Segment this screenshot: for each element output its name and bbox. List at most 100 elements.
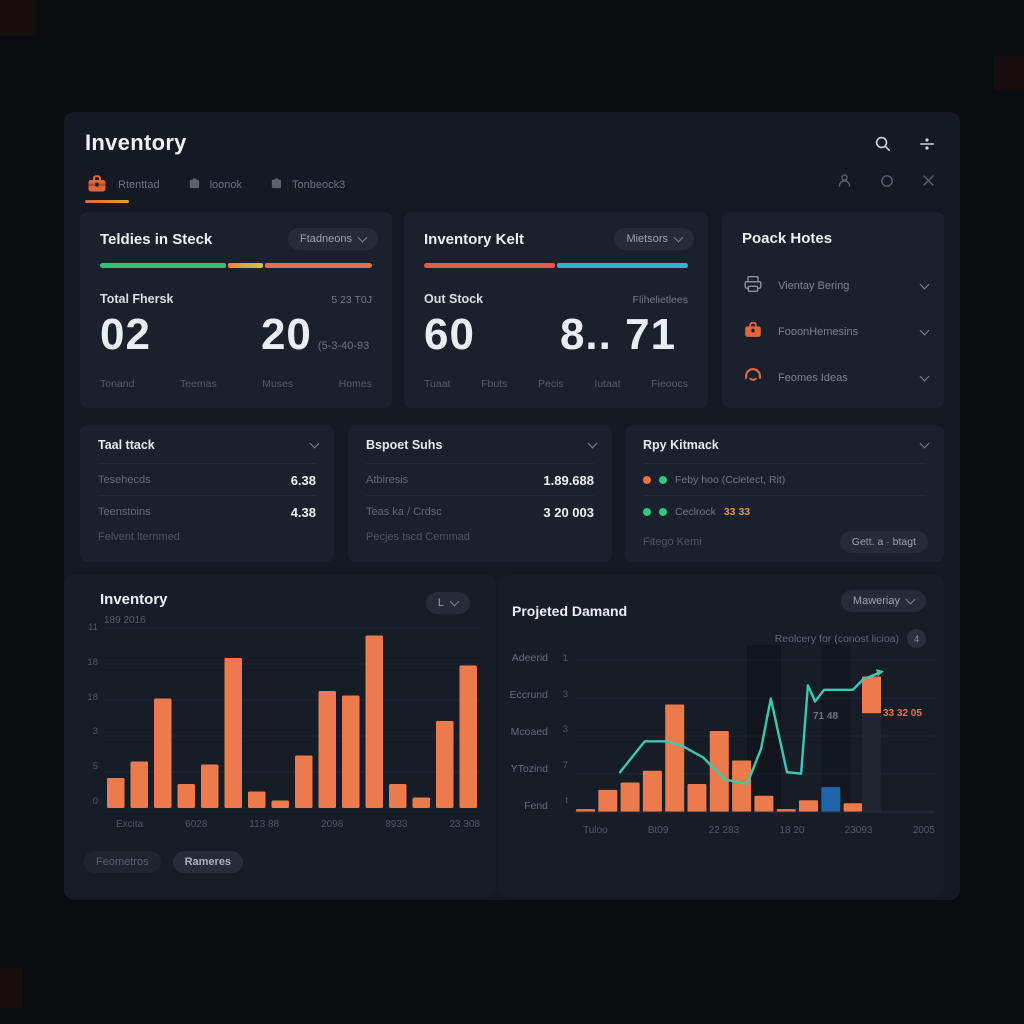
stat-footer-label: Pecis — [537, 378, 564, 390]
row-label: Teas ka / Crdsc — [366, 506, 442, 518]
pack-item[interactable]: Feomes Ideas — [742, 364, 930, 392]
y-axis-ticks: 11 18 18 3 5 0 — [87, 622, 98, 807]
inventory-bar-plot — [104, 627, 480, 809]
x-tick: 22 283 — [708, 825, 740, 836]
row-value: 6.38 — [290, 472, 316, 488]
tab-rtenttad[interactable]: Rtenttad — [85, 172, 160, 199]
printer-icon — [742, 273, 764, 300]
row-label: Teenstoins — [98, 506, 151, 518]
chevron-down-icon[interactable] — [309, 438, 320, 449]
total-stack-card: Taal ttack Tesehecds 6.38 Teenstoins 4.3… — [80, 425, 334, 562]
list-row: Tesehecds 6.38 — [98, 465, 316, 495]
status-dot — [643, 476, 651, 484]
card-title: Rpy Kitmack — [643, 438, 719, 452]
stat-footer-label: Tonand — [100, 378, 135, 390]
dropdown-value: Mietsors — [626, 233, 668, 245]
user-icon[interactable] — [836, 172, 853, 189]
row-label: Ceclrock — [675, 506, 716, 518]
stat-footer-label: Fbuts — [481, 378, 508, 390]
stat-big-value: 20 — [260, 310, 312, 359]
row-value: 1.89.688 — [543, 472, 594, 488]
stock-filter-dropdown[interactable]: Ftadneons — [288, 228, 378, 250]
pack-item-label: Feomes Ideas — [778, 372, 848, 384]
chevron-down-icon — [905, 594, 916, 605]
x-tick: 6028 — [185, 819, 208, 830]
list-row: Atbiresis 1.89.688 — [366, 465, 594, 495]
tab-loonok[interactable]: loonok — [188, 177, 242, 193]
corner-artifact — [994, 56, 1024, 90]
briefcase-icon — [742, 319, 764, 346]
point-label: 71 48 — [813, 711, 839, 722]
dropdown-value: L — [437, 597, 444, 609]
briefcase-icon — [85, 172, 109, 199]
card-footer-link[interactable]: Fitego Kemi — [643, 536, 702, 548]
demand-chart-dropdown[interactable]: Maweriay — [840, 590, 926, 612]
stat-footer-label: Homes — [338, 378, 372, 390]
x-tick: 23 308 — [449, 819, 480, 830]
row-highlight-value: 33 33 — [723, 506, 751, 518]
dropdown-value: Ftadneons — [300, 233, 352, 245]
inventory-kit-stat-card: Inventory Kelt Mietsors Out Stock Flihel… — [404, 212, 708, 408]
card-title: Poack Hotes — [742, 230, 833, 247]
stock-progress-bar — [100, 263, 372, 268]
status-card: Rpy Kitmack Feby hoo (Ccletect, Rit) Cec… — [625, 425, 944, 562]
card-footer-link[interactable]: Felvent lternmed — [98, 531, 180, 543]
annotation-badge[interactable]: 4 — [907, 629, 926, 648]
pack-notes-card: Poack Hotes Vientay Bering FooonHemesins… — [722, 212, 944, 408]
stat-footer-label: Iutaat — [594, 378, 621, 390]
legend-pill-feometros[interactable]: Feometros — [84, 851, 161, 873]
stat-footer-label: Fieoocs — [651, 378, 688, 390]
active-tab-indicator — [85, 200, 129, 203]
chevron-down-icon[interactable] — [919, 438, 930, 449]
stat-footer-label: Tuaat — [424, 378, 451, 390]
chart-title: Inventory — [100, 591, 168, 608]
x-tick: Bt09 — [647, 825, 669, 836]
status-row: Ceclrock 33 33 — [643, 497, 926, 527]
projected-demand-chart-card: Projeted Damand Maweriay Reolcery for (c… — [498, 575, 944, 897]
stat-row-value: 5 23 T0J — [331, 294, 372, 306]
chevron-down-icon[interactable] — [919, 325, 930, 336]
tab-tonbeock3[interactable]: Tonbeock3 — [270, 177, 345, 193]
chevron-down-icon[interactable] — [587, 438, 598, 449]
tab-label: Tonbeock3 — [292, 179, 346, 191]
corner-artifact — [0, 0, 36, 36]
tab-label: loonok — [209, 179, 243, 191]
point-label: 33 32 05 — [883, 708, 922, 719]
pack-item[interactable]: Vientay Bering — [742, 272, 930, 300]
demand-combo-plot — [575, 645, 935, 813]
dropdown-value: Maweriay — [852, 595, 900, 607]
row-value: 4.38 — [290, 504, 316, 520]
stat-big-value: 8.. 71 — [559, 310, 677, 359]
pack-item[interactable]: FooonHemesins — [742, 318, 930, 346]
x-tick: Tuloo — [583, 825, 608, 836]
tune-icon[interactable] — [918, 135, 936, 153]
pack-item-label: FooonHemesins — [778, 326, 859, 338]
status-action-button[interactable]: Gett. a · btagt — [839, 531, 928, 553]
status-dot — [643, 508, 651, 516]
stock-stat-card: Teldies in Steck Ftadneons Total Fhersk … — [80, 212, 392, 408]
card-footer-link[interactable]: Pecjes tscd Cemmad — [366, 531, 470, 543]
report-sales-card: Bspoet Suhs Atbiresis 1.89.688 Teas ka /… — [348, 425, 612, 562]
chevron-down-icon — [673, 232, 684, 243]
circle-icon[interactable] — [879, 173, 895, 189]
stat-big-value: 60 — [424, 310, 475, 359]
list-row: Teas ka / Crdsc 3 20 003 — [366, 497, 594, 527]
inventory-chart-dropdown[interactable]: L — [425, 592, 470, 614]
x-axis-labels: Tuloo Bt09 22 283 18 20 23093 2005 — [575, 825, 935, 836]
x-tick: 23093 — [844, 825, 873, 836]
card-title: Inventory Kelt — [424, 230, 525, 248]
close-icon[interactable] — [921, 173, 936, 188]
kit-filter-dropdown[interactable]: Mietsors — [614, 228, 694, 250]
chevron-down-icon — [449, 596, 460, 607]
x-tick: 2005 — [912, 825, 935, 836]
chevron-down-icon[interactable] — [919, 279, 930, 290]
box-icon — [188, 177, 201, 193]
legend-pill-rameres[interactable]: Rameres — [172, 851, 244, 873]
row-label: Feby hoo (Ccletect, Rit) — [675, 474, 786, 486]
corner-artifact — [0, 968, 22, 1008]
headset-icon — [742, 365, 764, 392]
page-title: Inventory — [85, 130, 187, 155]
chevron-down-icon[interactable] — [919, 371, 930, 382]
search-icon[interactable] — [873, 134, 892, 153]
